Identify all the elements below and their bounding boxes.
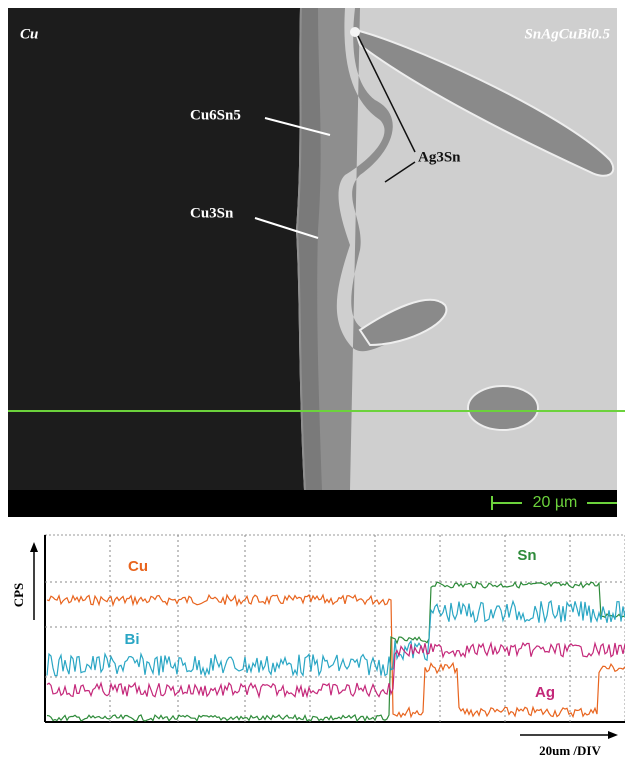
arrow-head	[608, 731, 618, 739]
ag3sn-particle	[350, 27, 360, 37]
trace	[46, 640, 625, 699]
ag3sn-plate	[353, 28, 615, 177]
trace	[46, 580, 625, 723]
trace	[46, 593, 625, 719]
label: Cu6Sn5	[190, 107, 241, 123]
label: Cu3Sn	[190, 205, 234, 221]
copper-region	[8, 8, 304, 490]
arrow	[264, 117, 331, 136]
trace	[46, 599, 625, 678]
x-label: 20um /DIV	[539, 743, 601, 758]
arrow	[254, 217, 319, 239]
line-scan: CPS 20um /DIV Cu Sn Bi Ag	[11, 534, 625, 758]
texture	[8, 8, 617, 490]
label: Cu	[20, 26, 38, 42]
series-label: Cu	[128, 558, 148, 575]
arrow	[384, 161, 416, 183]
scale-label: 20 µm	[533, 494, 578, 511]
label: Ag3Sn	[418, 149, 461, 165]
arrow-head	[30, 542, 38, 552]
series-label: Sn	[517, 547, 536, 564]
micrograph: 20 µm Cu SnAgCuBi0.5 Cu6Sn5 Cu3Sn Ag3Sn	[8, 8, 625, 517]
ag3sn-particle	[467, 385, 539, 431]
imc-layer	[296, 8, 440, 490]
label: SnAgCuBi0.5	[525, 26, 611, 42]
ag3sn-plate	[358, 298, 448, 347]
y-label: CPS	[11, 583, 26, 608]
arrow	[357, 35, 416, 153]
scale-bg	[522, 494, 587, 512]
series-label: Bi	[125, 631, 140, 648]
series-label: Ag	[535, 684, 555, 701]
